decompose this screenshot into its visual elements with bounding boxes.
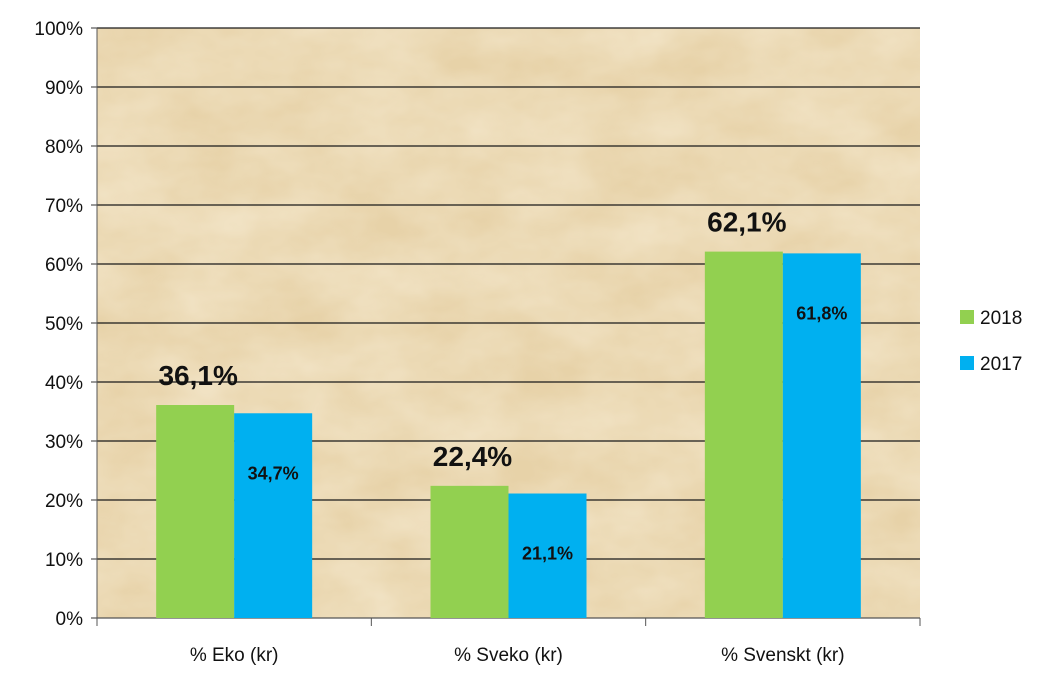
data-label-2018: 36,1% xyxy=(158,360,237,391)
y-tick-label: 50% xyxy=(45,314,83,335)
x-category-label: % Svenskt (kr) xyxy=(721,645,845,666)
legend-swatch-2017 xyxy=(960,356,974,370)
data-label-2017: 61,8% xyxy=(796,303,847,323)
legend-swatch-2018 xyxy=(960,310,974,324)
legend-label-2017: 2017 xyxy=(980,354,1022,375)
data-labels: 36,1% 22,4% 62,1% 34,7% 21,1% 61,8% xyxy=(158,207,847,564)
bar-2018 xyxy=(704,251,783,619)
bar-2018 xyxy=(430,485,509,618)
legend-label-2018: 2018 xyxy=(980,308,1022,329)
bar-2017 xyxy=(508,493,587,618)
x-category-label: % Eko (kr) xyxy=(190,645,279,666)
y-tick-label: 100% xyxy=(34,19,83,40)
legend: 2018 2017 xyxy=(960,308,1022,375)
y-tick-label: 70% xyxy=(45,196,83,217)
bar-2017 xyxy=(782,253,861,618)
data-label-2018: 62,1% xyxy=(707,207,786,238)
bar-2017 xyxy=(234,413,313,618)
y-tick-label: 40% xyxy=(45,373,83,394)
bars xyxy=(156,251,861,619)
y-tick-label: 30% xyxy=(45,432,83,453)
y-tick-label: 90% xyxy=(45,78,83,99)
bar-2018 xyxy=(156,405,235,618)
y-tick-label: 0% xyxy=(56,609,84,630)
data-label-2017: 34,7% xyxy=(248,463,299,483)
y-tick-label: 10% xyxy=(45,550,83,571)
y-tick-label: 60% xyxy=(45,255,83,276)
x-category-label: % Sveko (kr) xyxy=(454,645,563,666)
y-tick-label: 20% xyxy=(45,491,83,512)
data-label-2017: 21,1% xyxy=(522,544,573,564)
y-tick-label: 80% xyxy=(45,137,83,158)
data-label-2018: 22,4% xyxy=(433,441,512,472)
